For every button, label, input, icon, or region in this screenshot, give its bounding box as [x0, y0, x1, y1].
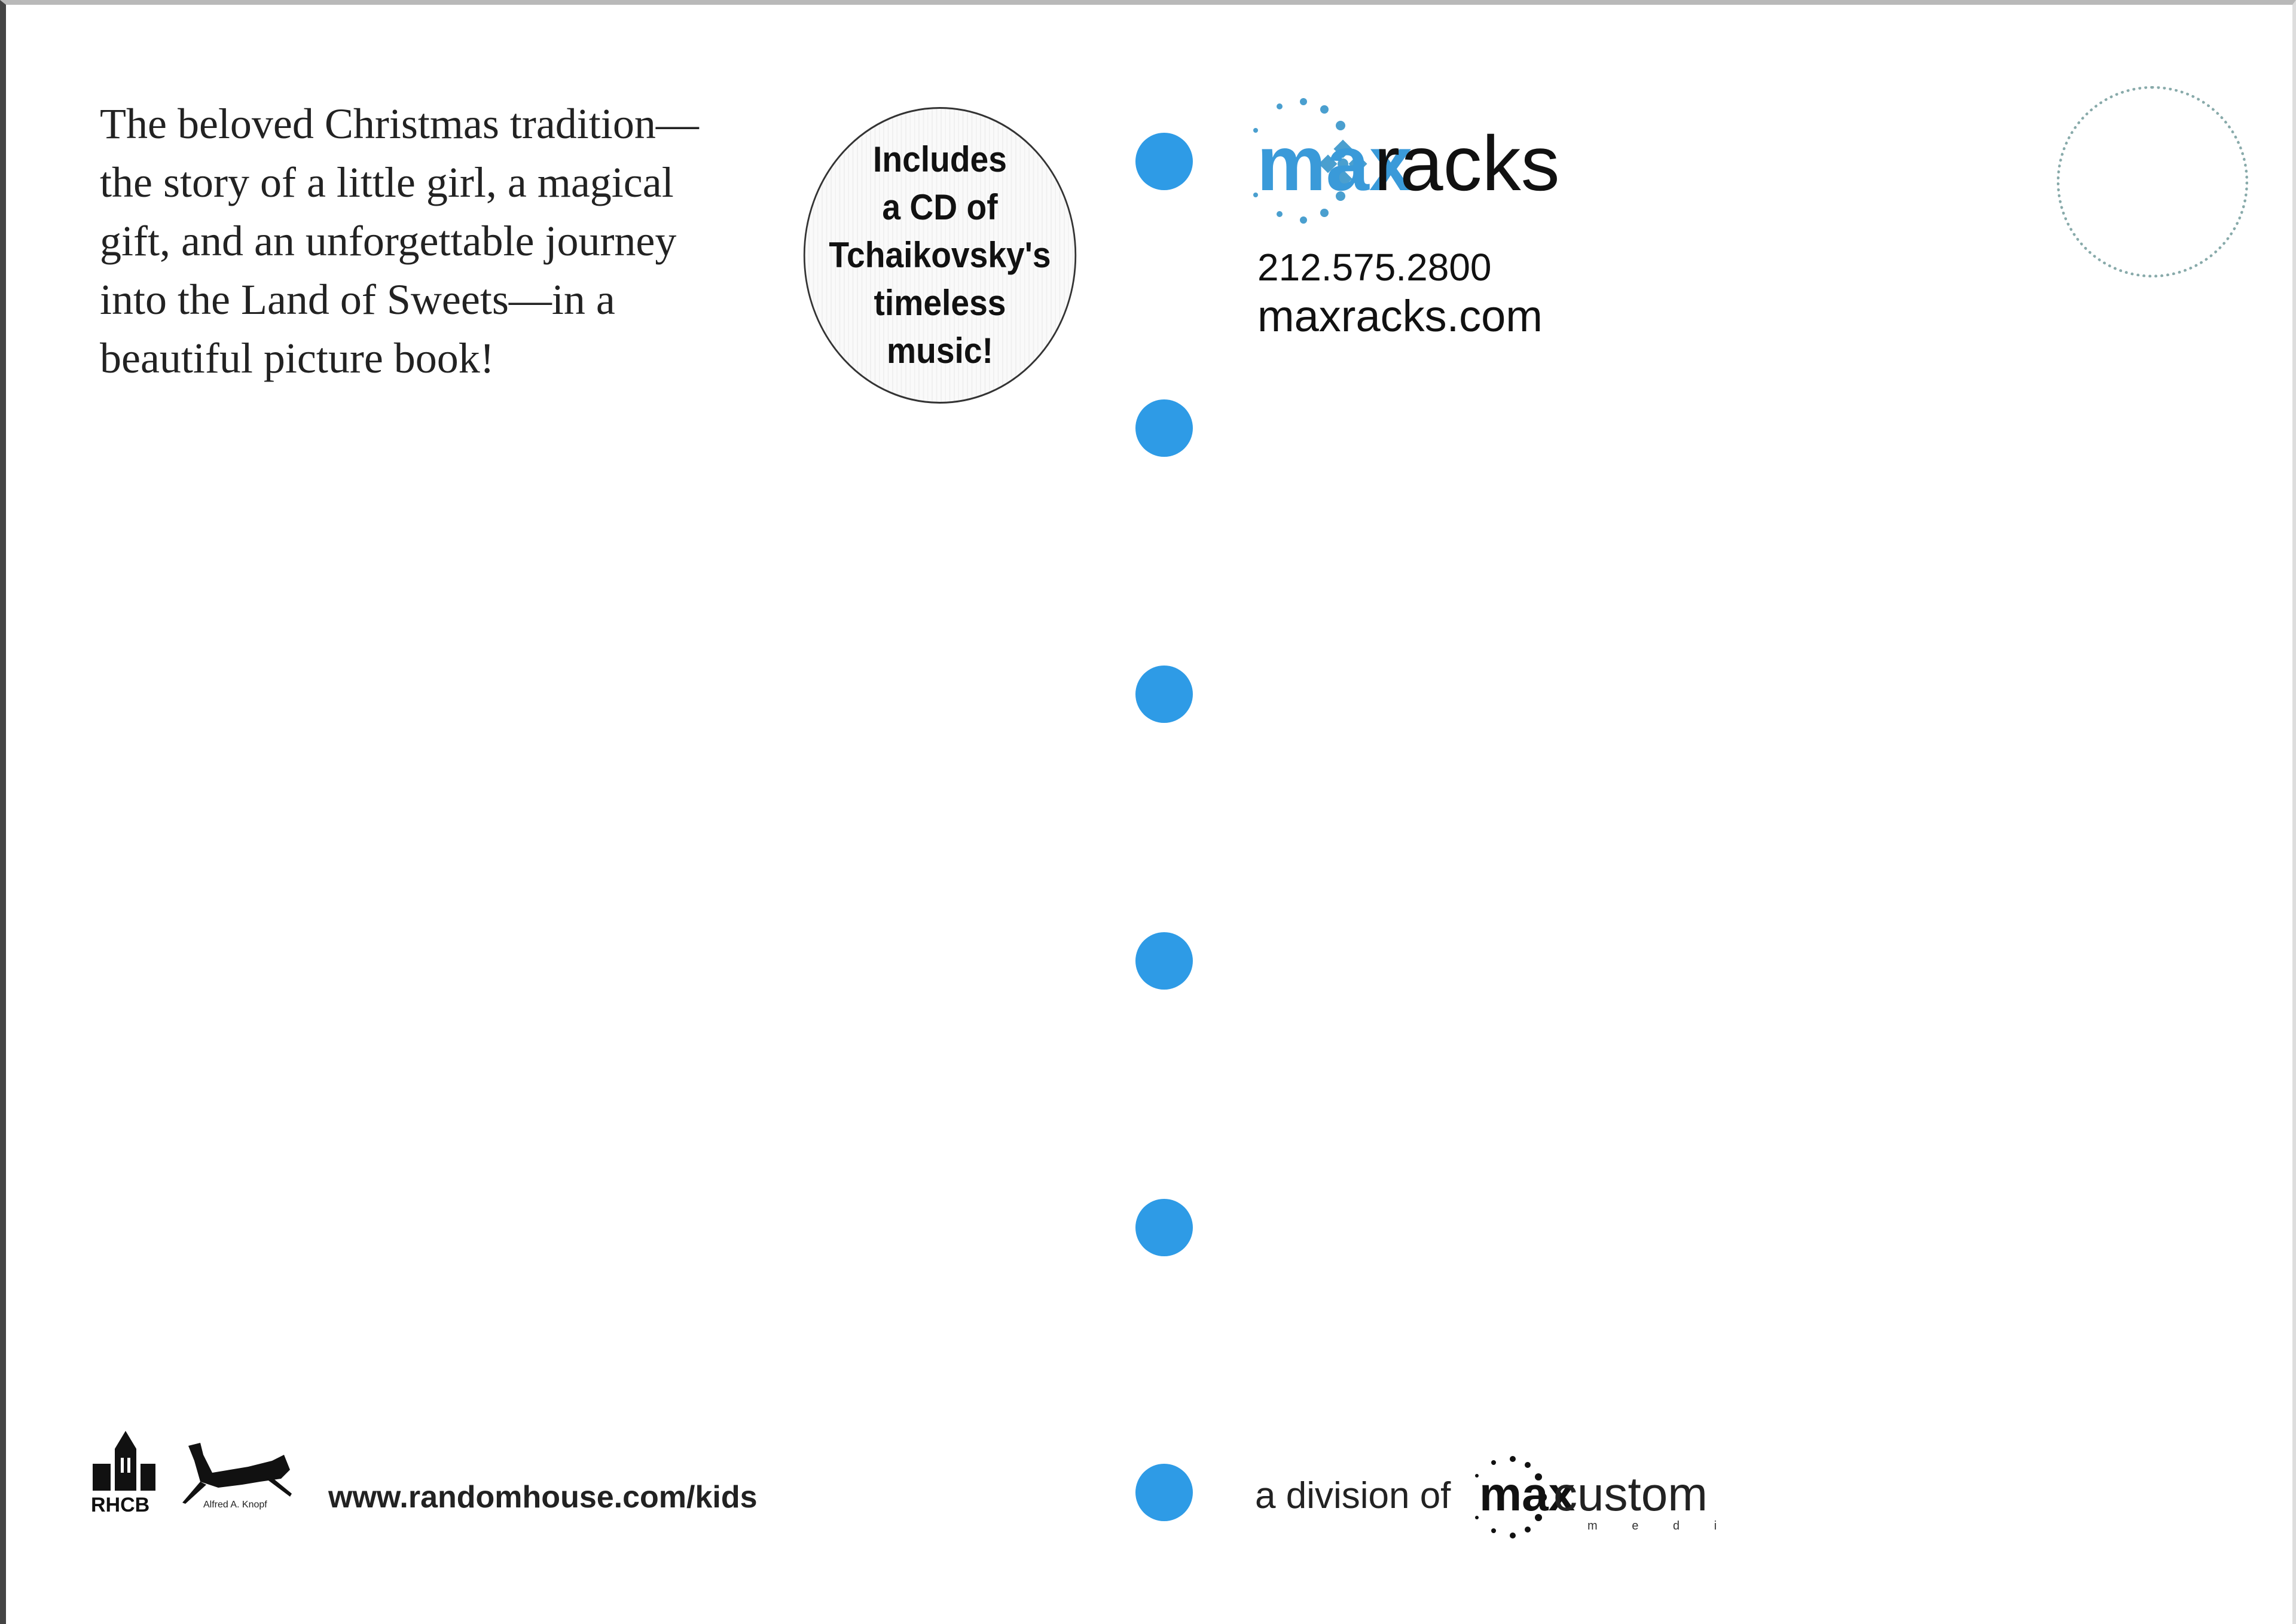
divider-dot [1135, 666, 1193, 723]
description-line: The beloved Christmas tradition— [100, 100, 699, 148]
logo-media: m e d i a [1587, 1519, 1746, 1533]
logo-racks: racks [1374, 120, 1560, 207]
max-custom-media-logo: max custom m e d i a [1475, 1456, 1746, 1538]
badge-line: a CD of [882, 187, 998, 227]
knopf-label: Alfred A. Knopf [203, 1500, 267, 1510]
logo-dot-ring-icon [1253, 98, 1367, 224]
badge-line: Tchaikovsky's [829, 235, 1051, 275]
divider-dot [1135, 932, 1193, 990]
description-line: gift, and an unforgettable journey [100, 217, 677, 265]
cd-badge: Includes a CD of Tchaikovsky's timeless … [803, 107, 1077, 404]
description-line: beautiful picture book! [100, 334, 494, 382]
divider-dot [1135, 1199, 1193, 1256]
description-line: the story of a little girl, a magical [100, 158, 674, 206]
borzoi-dog-icon [182, 1443, 292, 1504]
divider-dot [1135, 399, 1193, 457]
knopf-logo: Alfred A. Knopf [182, 1443, 292, 1510]
divider-dot [1135, 1464, 1193, 1521]
logo-dot-ring-icon [1475, 1456, 1547, 1538]
phone-number: 212.575.2800 [1257, 246, 1492, 289]
rhcb-logo: RHCB [91, 1431, 155, 1515]
badge-line: music! [887, 331, 993, 371]
division-text: a division of [1255, 1475, 1451, 1516]
house-icon [93, 1431, 155, 1491]
maxracks-website: maxracks.com [1257, 291, 1543, 341]
stamp-placeholder [2057, 86, 2248, 277]
rhcb-label: RHCB [91, 1494, 149, 1515]
logo-max: max [1479, 1467, 1575, 1521]
book-description: The beloved Christmas tradition— the sto… [100, 94, 787, 387]
badge-line: Includes [873, 139, 1007, 179]
maxracks-logo: max racks [1253, 98, 1560, 224]
badge-line: timeless [874, 283, 1006, 323]
randomhouse-url[interactable]: www.randomhouse.com/kids [328, 1480, 758, 1515]
logo-custom: custom [1553, 1467, 1708, 1521]
description-line: into the Land of Sweets—in a [100, 276, 615, 323]
logo-max: max [1257, 120, 1412, 207]
divider-dot [1135, 133, 1193, 190]
